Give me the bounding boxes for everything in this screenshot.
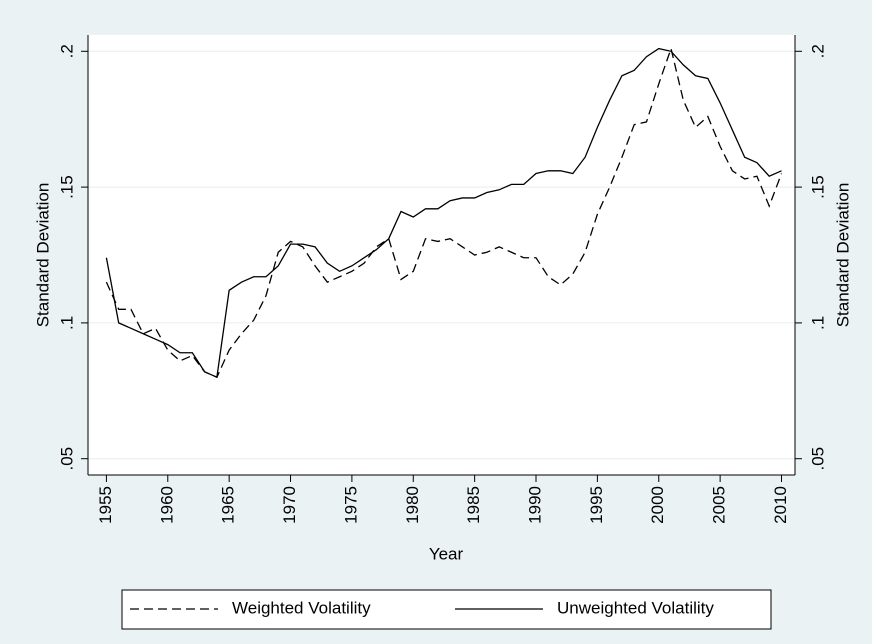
legend-box <box>121 589 772 630</box>
x-tick-label: 1990 <box>525 486 544 524</box>
legend-label: Unweighted Volatility <box>557 598 714 617</box>
x-tick-label: 1975 <box>341 486 360 524</box>
x-tick-label: 2010 <box>771 486 790 524</box>
plot-area <box>88 35 795 475</box>
y2-tick-label: .1 <box>808 316 827 330</box>
x-tick-label: 2005 <box>710 486 729 524</box>
x-tick-label: 2000 <box>648 486 667 524</box>
y-tick-label: .1 <box>57 316 76 330</box>
series-line <box>105 47 782 379</box>
x-tick-label: 1980 <box>403 486 422 524</box>
y2-axis-title: Standard Deviation <box>833 183 852 328</box>
y-axis-title: Standard Deviation <box>33 183 52 328</box>
x-tick-label: 1985 <box>464 486 483 524</box>
y2-tick-label: .2 <box>808 44 827 58</box>
legend-label: Weighted Volatility <box>232 598 371 617</box>
x-tick-label: 1955 <box>96 486 115 524</box>
y-tick-label: .05 <box>57 447 76 471</box>
x-tick-label: 1960 <box>157 486 176 524</box>
x-axis-title: Year <box>429 544 464 563</box>
y-tick-label: .15 <box>57 175 76 199</box>
y-tick-label: .2 <box>57 44 76 58</box>
x-tick-label: 1995 <box>587 486 606 524</box>
x-tick-label: 1970 <box>280 486 299 524</box>
y2-tick-label: .15 <box>808 175 827 199</box>
x-tick-label: 1965 <box>219 486 238 524</box>
series-line <box>105 46 783 379</box>
y2-tick-label: .05 <box>808 447 827 471</box>
